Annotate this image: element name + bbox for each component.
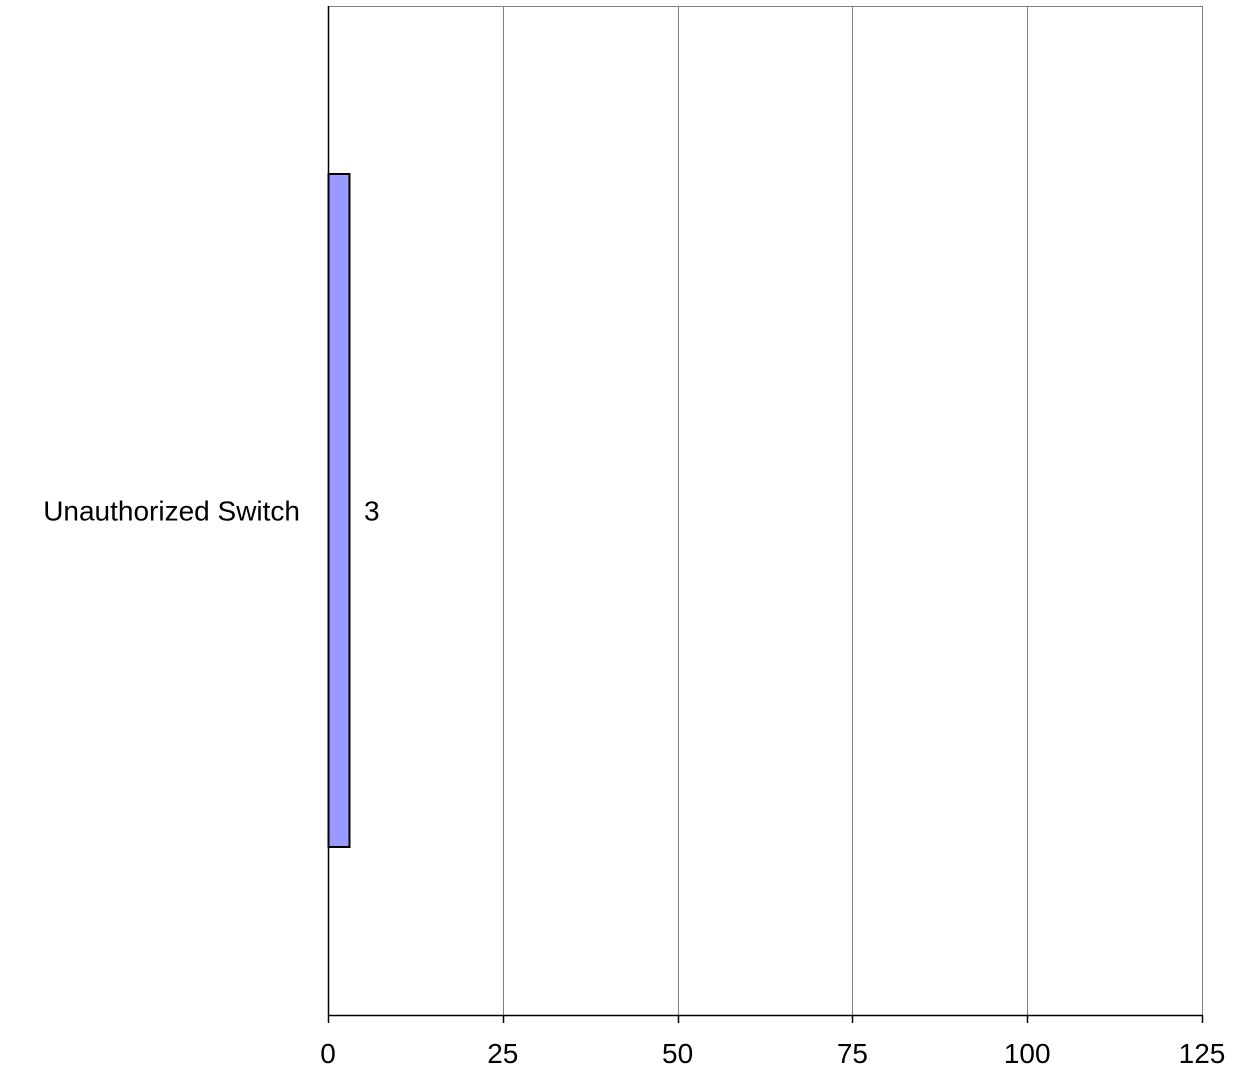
plot-frame <box>327 6 1204 1023</box>
bar-0 <box>327 172 351 849</box>
x-tick-label: 125 <box>1179 1038 1226 1069</box>
category-label: Unauthorized Switch <box>43 496 300 527</box>
x-tick-label: 100 <box>1004 1038 1051 1069</box>
x-tick-label: 0 <box>320 1038 336 1069</box>
x-tick-label: 50 <box>662 1038 693 1069</box>
x-tick-label: 25 <box>487 1038 518 1069</box>
data-label: 3 <box>364 496 380 527</box>
x-tick-label: 75 <box>837 1038 868 1069</box>
labels: 0 25 50 75 100 125 Unauthorized Switch 3 <box>43 496 1225 1070</box>
gridlines <box>503 6 1203 1015</box>
bars <box>327 172 351 849</box>
